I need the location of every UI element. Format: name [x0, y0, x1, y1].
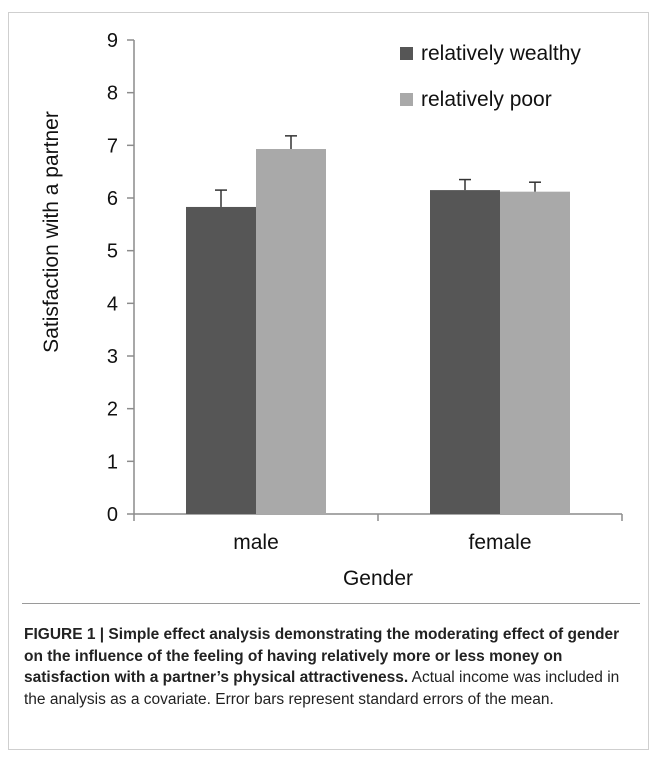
y-tick-label: 4	[107, 293, 118, 315]
figure-caption: FIGURE 1 | Simple effect analysis demons…	[24, 624, 636, 710]
legend-label: relatively poor	[421, 88, 552, 111]
y-tick-label: 7	[107, 135, 118, 157]
x-tick-label: female	[468, 531, 531, 554]
chart-legend: relatively wealthy relatively poor	[400, 42, 581, 111]
y-tick-label: 3	[107, 346, 118, 368]
chart-bars	[186, 135, 570, 514]
x-axis-label: Gender	[343, 567, 413, 590]
caption-body: Actual income was included in the analys…	[24, 669, 620, 708]
caption-divider	[22, 603, 640, 604]
y-tick-label: 2	[107, 399, 118, 421]
y-tick-label: 6	[107, 188, 118, 210]
y-axis-label: Satisfaction with a partner	[40, 111, 63, 353]
y-tick-label: 1	[107, 451, 118, 473]
y-tick-label: 9	[107, 30, 118, 52]
bar	[500, 191, 570, 514]
y-tick-label: 8	[107, 83, 118, 105]
y-tick-label: 5	[107, 241, 118, 263]
y-tick-label: 0	[107, 504, 118, 526]
x-tick-label: male	[233, 531, 279, 554]
legend-swatch	[400, 93, 413, 106]
legend-label: relatively wealthy	[421, 42, 581, 65]
bar	[256, 149, 326, 514]
legend-swatch	[400, 47, 413, 60]
caption-title: FIGURE 1 | Simple effect analysis demons…	[24, 626, 620, 686]
bar	[430, 190, 500, 514]
bar	[186, 206, 256, 514]
chart-axes: 0 1 2 3 4 5 6 7 8 9 male female	[107, 30, 623, 554]
